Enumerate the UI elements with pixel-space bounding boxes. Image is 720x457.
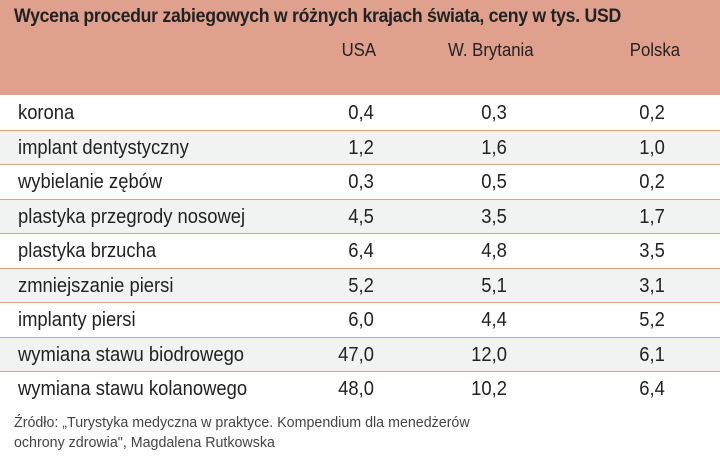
table-row: wymiana stawu biodrowego 47,0 12,0 6,1: [0, 337, 720, 372]
price-usa: 5,2: [348, 274, 374, 297]
price-poland: 5,2: [639, 309, 665, 331]
procedure-name: implanty piersi: [18, 309, 136, 331]
price-uk: 4,8: [481, 240, 507, 262]
source-line-1: Źródło: „Turystyka medyczna w praktyce. …: [14, 414, 470, 431]
table-row: korona 0,4 0,3 0,2: [0, 96, 720, 131]
price-poland: 1,7: [639, 205, 665, 228]
price-usa: 0,4: [348, 102, 374, 124]
procedure-name: wybielanie zębów: [18, 171, 163, 193]
price-poland: 6,4: [639, 378, 665, 400]
procedure-name: zmniejszanie piersi: [18, 274, 174, 297]
price-poland: 1,0: [639, 136, 665, 159]
table-row: plastyka przegrody nosowej 4,5 3,5 1,7: [0, 199, 720, 234]
procedure-name: wymiana stawu biodrowego: [18, 343, 245, 366]
column-header-uk: W. Brytania: [448, 40, 534, 60]
procedure-name: implant dentystyczny: [18, 136, 189, 159]
procedure-name: korona: [18, 102, 75, 124]
table-row: plastyka brzucha 6,4 4,8 3,5: [0, 234, 720, 269]
price-poland: 6,1: [639, 343, 665, 366]
table-row: zmniejszanie piersi 5,2 5,1 3,1: [0, 268, 720, 303]
table-row: implanty piersi 6,0 4,4 5,2: [0, 303, 720, 338]
price-uk: 5,1: [481, 274, 507, 297]
column-header-poland: Polska: [629, 40, 680, 60]
price-usa: 48,0: [338, 378, 374, 400]
source-note: Źródło: „Turystyka medyczna w praktyce. …: [14, 413, 584, 453]
price-usa: 4,5: [348, 205, 374, 228]
price-usa: 1,2: [348, 136, 374, 159]
price-poland: 0,2: [639, 171, 665, 193]
price-poland: 0,2: [639, 102, 665, 124]
price-uk: 0,3: [481, 102, 507, 124]
table-header: Wycena procedur zabiegowych w różnych kr…: [0, 0, 720, 95]
source-line-2: ochrony zdrowia", Magdalena Rutkowska: [14, 434, 275, 451]
price-uk: 3,5: [481, 205, 507, 228]
price-usa: 6,4: [348, 240, 374, 262]
price-uk: 0,5: [481, 171, 507, 193]
price-uk: 10,2: [471, 378, 507, 400]
price-uk: 1,6: [481, 136, 507, 159]
price-usa: 6,0: [348, 309, 374, 331]
price-poland: 3,5: [639, 240, 665, 262]
price-usa: 47,0: [338, 343, 374, 366]
price-poland: 3,1: [639, 274, 665, 297]
table-title: Wycena procedur zabiegowych w różnych kr…: [14, 6, 621, 27]
procedure-name: wymiana stawu kolanowego: [18, 378, 248, 400]
column-header-usa: USA: [341, 40, 376, 60]
table-body: korona 0,4 0,3 0,2 implant dentystyczny …: [0, 96, 720, 407]
price-usa: 0,3: [348, 171, 374, 193]
table-row: wymiana stawu kolanowego 48,0 10,2 6,4: [0, 372, 720, 407]
table-row: wybielanie zębów 0,3 0,5 0,2: [0, 165, 720, 200]
price-uk: 12,0: [471, 343, 507, 366]
procedure-name: plastyka przegrody nosowej: [18, 205, 246, 228]
procedure-name: plastyka brzucha: [18, 240, 157, 262]
price-uk: 4,4: [481, 309, 507, 331]
table-row: implant dentystyczny 1,2 1,6 1,0: [0, 130, 720, 165]
